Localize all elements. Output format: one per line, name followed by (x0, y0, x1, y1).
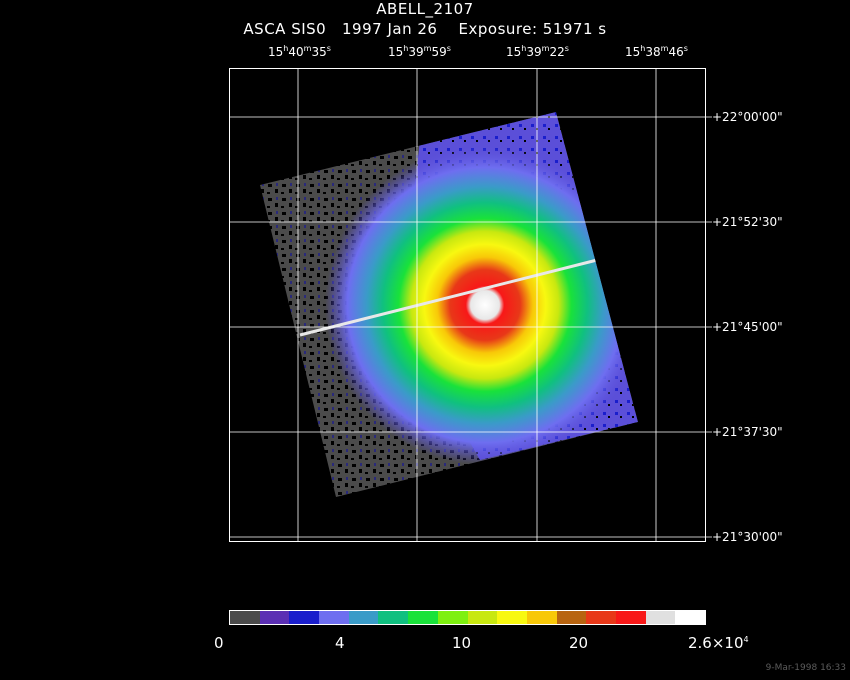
colorbar-swatch (675, 611, 705, 624)
coordinate-grid (229, 68, 712, 541)
ra-label: 15h38m46s (625, 44, 688, 59)
colorbar-swatch (319, 611, 349, 624)
timestamp: 9-Mar-1998 16:33 (765, 663, 846, 673)
object-title: ABELL_2107 (376, 0, 474, 18)
colorbar-tick: 4 (335, 634, 345, 652)
colorbar (229, 610, 706, 625)
colorbar-swatch (437, 611, 468, 624)
obs-date: 1997 Jan 26 (342, 20, 438, 38)
colorbar-swatch (378, 611, 409, 624)
colorbar-tick: 0 (214, 634, 224, 652)
colorbar-swatch (467, 611, 498, 624)
colorbar-swatch (556, 611, 587, 624)
ra-label: 15h39m22s (506, 44, 569, 59)
exposure: Exposure: 51971 s (458, 20, 607, 38)
colorbar-swatch (526, 611, 557, 624)
colorbar-swatch (615, 611, 646, 624)
dec-label: +21°52'30" (712, 215, 783, 229)
colorbar-swatch (348, 611, 379, 624)
colorbar-swatch (230, 611, 260, 624)
colorbar-swatch (645, 611, 676, 624)
colorbar-swatch (586, 611, 616, 624)
colorbar-swatch (259, 611, 290, 624)
colorbar-swatch (408, 611, 438, 624)
ra-label: 15h40m35s (268, 44, 331, 59)
dec-label: +21°37'30" (712, 425, 783, 439)
colorbar-tick: 20 (569, 634, 589, 652)
ra-label: 15h39m59s (388, 44, 451, 59)
plot-frame (229, 68, 706, 542)
colorbar-swatch (289, 611, 320, 624)
colorbar-swatch (497, 611, 527, 624)
dec-label: +21°45'00" (712, 320, 783, 334)
colorbar-max: 2.6×104 (688, 634, 749, 652)
observation-subtitle: ASCA SIS0 1997 Jan 26 Exposure: 51971 s (0, 20, 850, 38)
dec-label: +22°00'00" (712, 110, 783, 124)
instrument: ASCA SIS0 (243, 20, 327, 38)
dec-label: +21°30'00" (712, 530, 783, 544)
colorbar-tick: 10 (452, 634, 472, 652)
